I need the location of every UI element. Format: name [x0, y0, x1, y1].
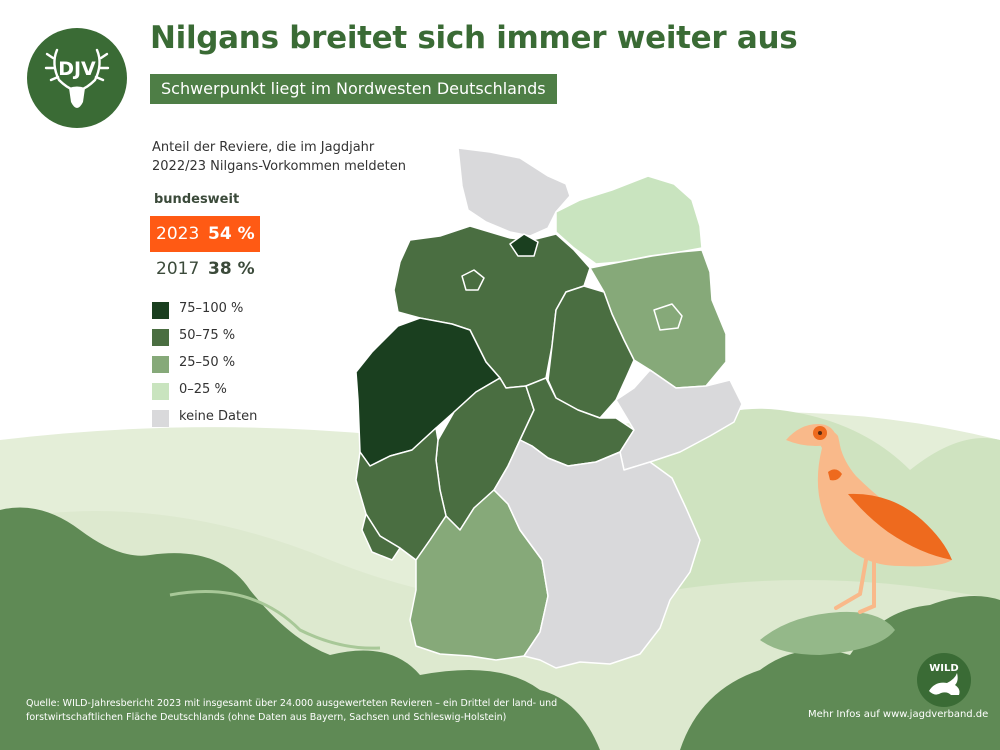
- legend-label: 50–75 %: [179, 328, 236, 343]
- wild-logo: WILD: [917, 653, 971, 707]
- goose-head: [786, 424, 836, 446]
- legend-label: keine Daten: [179, 409, 258, 424]
- state-SL: [361, 513, 401, 561]
- state-BE: [653, 303, 683, 331]
- goose-eye: [818, 431, 822, 435]
- map-caption: Anteil der Reviere, die im Jagdjahr 2022…: [152, 140, 407, 174]
- goose-leg: [834, 558, 876, 614]
- bush-left-highlight: [169, 590, 381, 650]
- national-heading: bundesweit: [154, 192, 240, 207]
- wild-logo-text: WILD: [929, 663, 958, 674]
- national-row-2017: 2017 38 %: [150, 251, 255, 287]
- djv-logo: DJV: [27, 28, 127, 128]
- djv-logo-text: DJV: [58, 58, 96, 80]
- state-SH: [457, 147, 571, 237]
- goose-wing: [848, 493, 952, 560]
- legend-label: 25–50 %: [179, 355, 236, 370]
- legend-swatch: [152, 383, 169, 400]
- djv-deer-head-icon: [69, 86, 85, 108]
- source-note: Quelle: WILD-Jahresbericht 2023 mit insg…: [26, 698, 558, 723]
- state-MV: [555, 175, 703, 265]
- bush-left: [0, 507, 600, 750]
- legend-label: 0–25 %: [179, 382, 227, 397]
- national-year: 2017: [156, 259, 200, 279]
- legend-swatch: [152, 302, 169, 319]
- state-HB: [461, 269, 485, 291]
- national-value: 54 %: [208, 224, 255, 244]
- wild-hare-icon: [929, 673, 960, 695]
- more-info-link[interactable]: Mehr Infos auf www.jagdverband.de: [808, 709, 989, 720]
- legend-swatch: [152, 356, 169, 373]
- national-year: 2023: [156, 224, 200, 244]
- legend-swatch: [152, 410, 169, 427]
- state-HH: [509, 233, 539, 257]
- legend-label: 75–100 %: [179, 301, 244, 316]
- national-row-2023: 2023 54 %: [150, 216, 260, 252]
- state-BY: [493, 439, 701, 669]
- goose-chest-spot: [828, 469, 842, 481]
- bush-right: [680, 596, 1000, 750]
- page-subtitle: Schwerpunkt liegt im Nordwesten Deutschl…: [150, 74, 557, 104]
- page-title: Nilgans breitet sich immer weiter aus: [150, 20, 798, 56]
- legend-swatch: [152, 329, 169, 346]
- national-value: 38 %: [208, 259, 255, 279]
- rock: [760, 611, 895, 655]
